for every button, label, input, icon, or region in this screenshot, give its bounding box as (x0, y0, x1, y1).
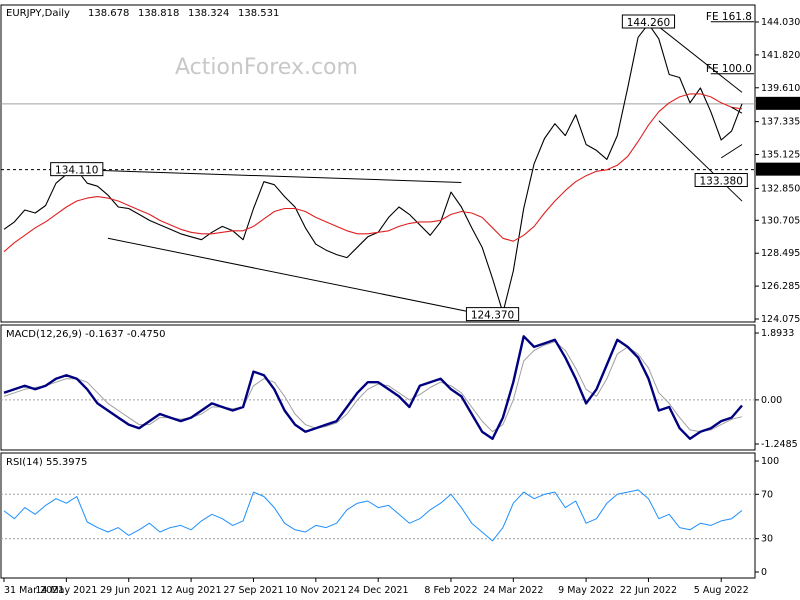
price-ytick-label-5: 132.850 (761, 183, 800, 194)
macd-series (1, 335, 755, 440)
annotation-label-2: 124.370 (471, 310, 514, 322)
ohlc-close: 138.531 (238, 8, 279, 19)
level-price-tag-label: 134.110 (759, 165, 798, 176)
price-ytick-label-2: 139.610 (761, 83, 800, 94)
xtick-label-8: 24 Mar 2022 (483, 585, 543, 596)
macd-ytick-label-0: 1.8933 (761, 328, 794, 339)
price-panel-frame (0, 4, 756, 323)
macd-panel-title: MACD(12,26,9) -0.1637 -0.4750 (6, 329, 166, 340)
macd-main-line (3, 335, 743, 440)
watermark: ActionForex.com (175, 55, 358, 80)
price-ytick-label-3: 137.335 (761, 117, 800, 128)
price-panel-title: EURJPY,Daily (6, 8, 70, 19)
price-series (3, 23, 743, 314)
lower-triangle-trendline (107, 237, 504, 320)
xtick-label-10: 22 Jun 2022 (620, 585, 677, 596)
price-annotations: 144.260 134.110 124.370 133.380 FE 161.8 FE 1… (50, 11, 752, 322)
current-price-tag (756, 96, 800, 110)
xtick-label-7: 8 Feb 2022 (424, 585, 477, 596)
rsi-panel-title: RSI(14) 55.3975 (6, 457, 87, 468)
xtick-label-3: 12 Aug 2021 (161, 585, 222, 596)
annotation-box-2 (465, 307, 520, 322)
current-price-tag-label: 138.531 (759, 99, 798, 110)
xtick-label-4: 27 Sep 2021 (223, 585, 283, 596)
level-price-tag (756, 162, 800, 176)
xtick-label-0: 31 Mar 2021 (4, 585, 64, 596)
moving-average-line (3, 93, 743, 253)
price-reference-lines (1, 103, 755, 171)
xtick-label-2: 29 Jun 2021 (100, 585, 157, 596)
price-ytick-label-6: 130.705 (761, 215, 800, 226)
falling-wedge-upper-line (648, 18, 743, 93)
annotation-box-3 (694, 173, 748, 188)
rsi-ytick-label-3: 0 (761, 567, 767, 578)
contracting-upper-line (731, 106, 743, 114)
xtick-label-9: 9 May 2022 (558, 585, 614, 596)
y-axes: 144.030 141.820 139.610 137.335 135.125 132.8… (755, 17, 800, 578)
ohlc-low: 138.324 (188, 8, 229, 19)
fe-label-5: FE 100.0 (706, 63, 752, 75)
ohlc-open: 138.678 (88, 8, 129, 19)
rsi-series (1, 489, 755, 542)
trendlines (76, 18, 754, 320)
price-close-line (3, 23, 743, 314)
annotation-label-3: 133.380 (700, 176, 743, 188)
price-ytick-label-8: 126.285 (761, 281, 800, 292)
rsi-ytick-label-2: 30 (761, 534, 773, 545)
macd-signal-line (3, 341, 743, 433)
annotation-label-0: 144.260 (627, 17, 670, 29)
ohlc-high: 138.818 (138, 8, 179, 19)
annotation-label-1: 134.110 (55, 165, 98, 177)
price-ytick-label-7: 128.495 (761, 248, 800, 259)
contracting-lower-line (720, 144, 743, 159)
price-ytick-label-1: 141.820 (761, 50, 800, 61)
price-ytick-label-4: 135.125 (761, 150, 800, 161)
macd-ytick-label-1: 0.00 (761, 395, 782, 406)
price-ytick-label-9: 124.075 (761, 314, 800, 325)
xtick-label-1: 14 May 2021 (35, 585, 97, 596)
rsi-ytick-label-1: 70 (761, 489, 773, 500)
fe-label-4: FE 161.8 (706, 11, 752, 23)
macd-ytick-label-2: -1.2485 (761, 439, 798, 450)
annotation-box-1 (50, 162, 104, 177)
price-ytick-label-0: 144.030 (761, 17, 800, 28)
upper-triangle-trendline (76, 169, 462, 183)
macd-panel-frame (0, 324, 756, 451)
xtick-label-6: 24 Dec 2021 (348, 585, 409, 596)
xtick-label-11: 5 Aug 2022 (694, 585, 749, 596)
ohlc-readout: 138.678 138.818 138.324 138.531 (88, 8, 279, 19)
xtick-label-5: 10 Nov 2021 (285, 585, 346, 596)
rsi-line (3, 489, 743, 542)
annotation-box-0 (621, 14, 676, 29)
falling-wedge-lower-line (658, 120, 743, 202)
rsi-ytick-label-0: 100 (761, 456, 779, 467)
